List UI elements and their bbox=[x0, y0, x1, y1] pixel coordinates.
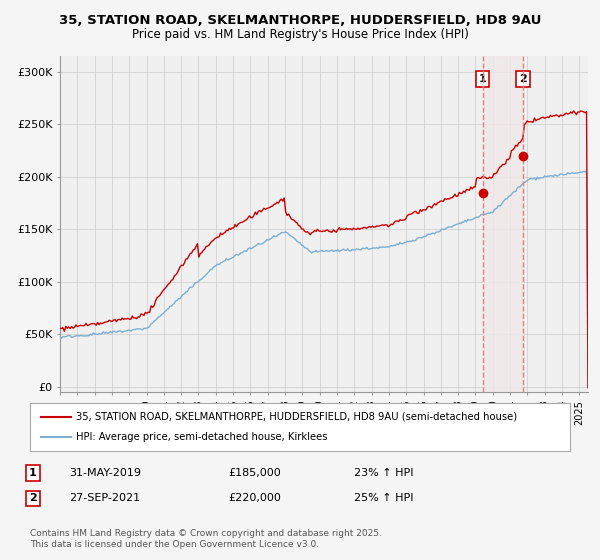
Text: £220,000: £220,000 bbox=[228, 493, 281, 503]
Text: Price paid vs. HM Land Registry's House Price Index (HPI): Price paid vs. HM Land Registry's House … bbox=[131, 28, 469, 41]
Text: 23% ↑ HPI: 23% ↑ HPI bbox=[354, 468, 413, 478]
Text: 2: 2 bbox=[29, 493, 37, 503]
Text: 1: 1 bbox=[479, 74, 487, 84]
Text: 35, STATION ROAD, SKELMANTHORPE, HUDDERSFIELD, HD8 9AU: 35, STATION ROAD, SKELMANTHORPE, HUDDERS… bbox=[59, 14, 541, 27]
Text: 2: 2 bbox=[519, 74, 527, 84]
Text: 35, STATION ROAD, SKELMANTHORPE, HUDDERSFIELD, HD8 9AU (semi-detached house): 35, STATION ROAD, SKELMANTHORPE, HUDDERS… bbox=[76, 412, 517, 422]
Text: HPI: Average price, semi-detached house, Kirklees: HPI: Average price, semi-detached house,… bbox=[76, 432, 328, 442]
Text: 31-MAY-2019: 31-MAY-2019 bbox=[69, 468, 141, 478]
Bar bbox=[483, 56, 523, 392]
Text: £185,000: £185,000 bbox=[228, 468, 281, 478]
Text: 25% ↑ HPI: 25% ↑ HPI bbox=[354, 493, 413, 503]
Text: Contains HM Land Registry data © Crown copyright and database right 2025.
This d: Contains HM Land Registry data © Crown c… bbox=[30, 529, 382, 549]
Text: 27-SEP-2021: 27-SEP-2021 bbox=[69, 493, 140, 503]
Text: 1: 1 bbox=[29, 468, 37, 478]
